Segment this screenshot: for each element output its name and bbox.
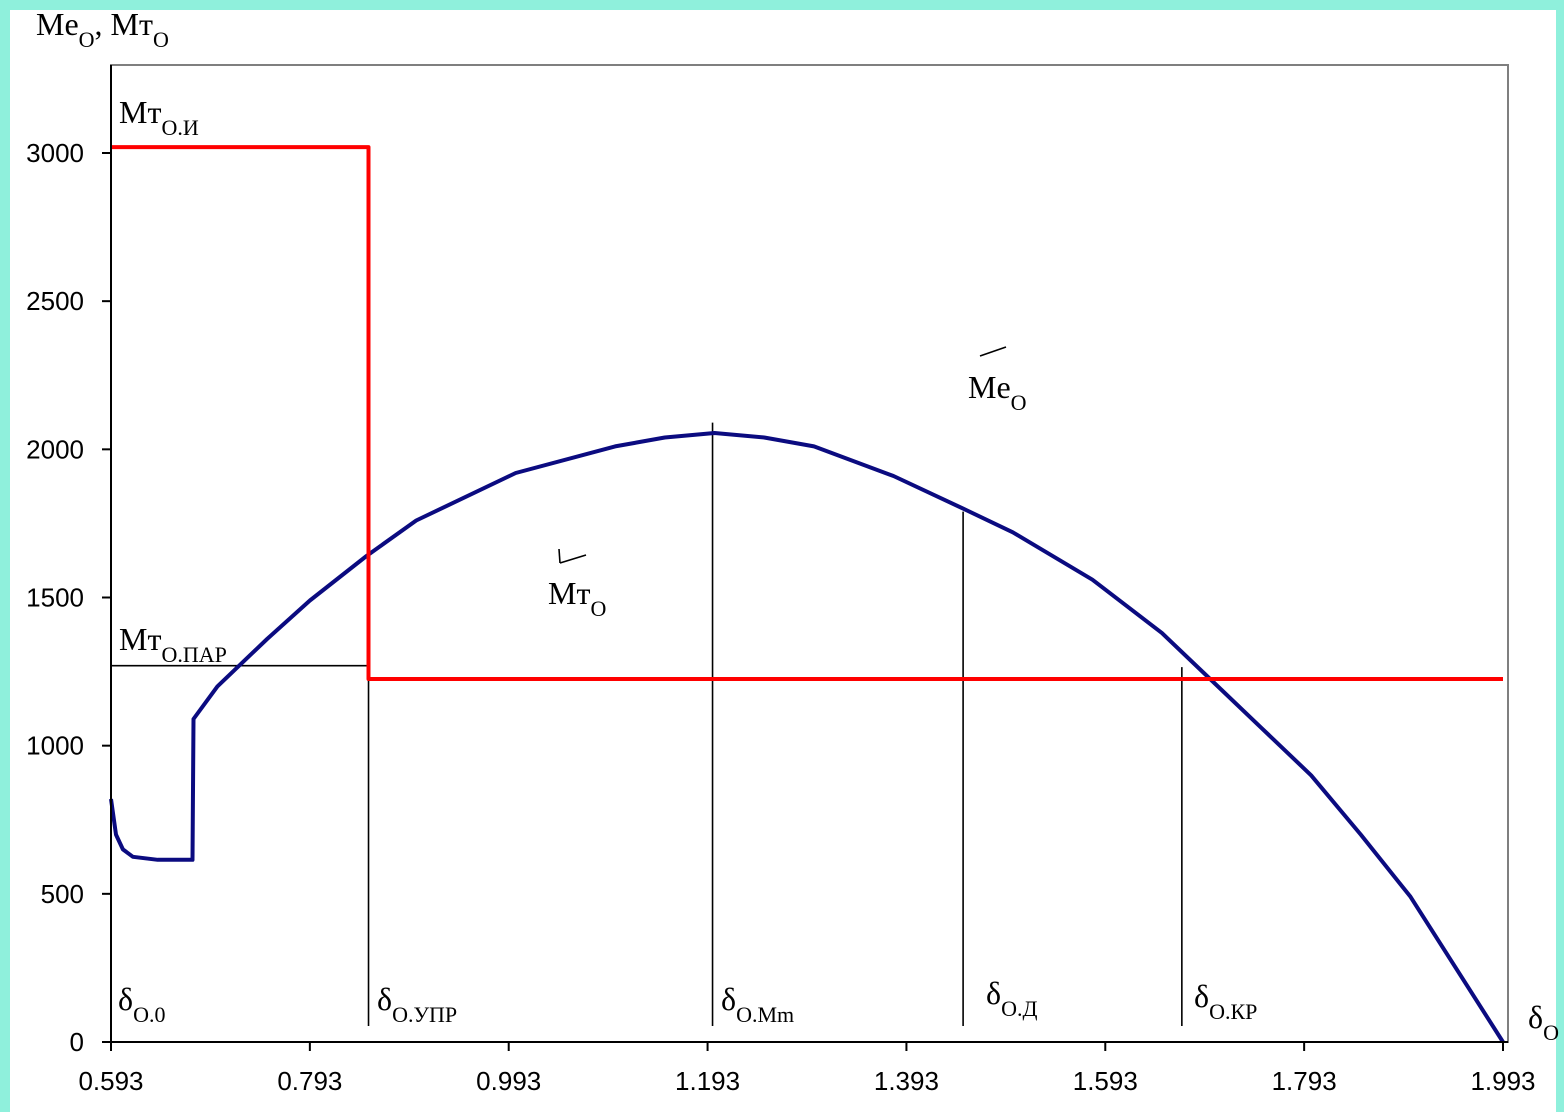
label-me-curve: MeO	[968, 369, 1027, 415]
x-tick-label: 1.793	[1272, 1066, 1337, 1096]
x-tick-label: 1.193	[675, 1066, 740, 1096]
x-tick-label: 1.393	[874, 1066, 939, 1096]
y-ticks: 0 500 1000 1500 2000 2500 3000	[26, 138, 111, 1057]
label-mt-oi: МтО.И	[119, 94, 199, 140]
x-tick-label: 0.993	[476, 1066, 541, 1096]
y-tick-label: 2000	[26, 434, 84, 464]
label-delta-okr: δО.КР	[1194, 978, 1257, 1024]
y-tick-label: 1000	[26, 731, 84, 761]
label-delta-od: δО.Д	[986, 975, 1037, 1021]
series-mt-line	[111, 145, 1503, 681]
y-tick-label: 500	[41, 879, 84, 909]
y-tick-label: 3000	[26, 138, 84, 168]
y-tick-label: 0	[70, 1027, 84, 1057]
y-axis-title: MeO, МтО	[36, 6, 169, 52]
plot-area	[110, 64, 1509, 1043]
x-tick-label: 1.993	[1470, 1066, 1535, 1096]
y-tick-label: 2500	[26, 286, 84, 316]
mt-accent-stem	[558, 548, 561, 564]
label-delta-oupr: δО.УПР	[377, 981, 457, 1027]
label-delta-omm: δО.Mm	[721, 981, 794, 1027]
mt-accent-mark	[559, 554, 587, 564]
label-mt-opar: МтО.ПАР	[119, 621, 227, 667]
x-ticks: 0.593 0.793 0.993 1.193 1.393 1.593 1.793 1.993	[78, 1042, 1536, 1096]
label-delta-o0: δО.0	[118, 981, 165, 1027]
x-tick-label: 0.593	[78, 1066, 143, 1096]
me-accent-mark	[979, 346, 1007, 357]
x-tick-label: 0.793	[277, 1066, 342, 1096]
y-tick-label: 1500	[26, 583, 84, 613]
series-me-line	[109, 431, 1505, 1044]
x-tick-label: 1.593	[1073, 1066, 1138, 1096]
label-mt-curve: МтО	[548, 575, 606, 621]
series-group	[109, 145, 1505, 1044]
x-axis-title: δО	[1528, 999, 1559, 1045]
